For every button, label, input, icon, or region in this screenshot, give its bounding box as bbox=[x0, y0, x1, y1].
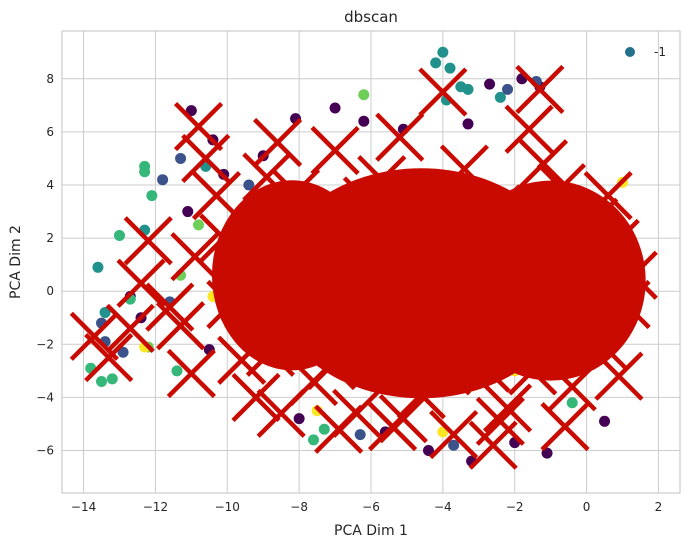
centroid-x-marker bbox=[375, 112, 425, 162]
legend: -1 bbox=[625, 45, 666, 59]
cluster-point bbox=[329, 102, 341, 114]
x-tick-label: −8 bbox=[290, 500, 308, 514]
cluster-point bbox=[293, 413, 305, 425]
legend-marker bbox=[625, 47, 635, 57]
x-tick-label: −12 bbox=[143, 500, 168, 514]
y-tick-label: −2 bbox=[36, 337, 54, 351]
cluster-point bbox=[422, 445, 434, 457]
x-tick-label: −2 bbox=[506, 500, 524, 514]
x-axis-label: PCA Dim 1 bbox=[334, 523, 408, 539]
cluster-point bbox=[318, 423, 330, 435]
centroid-x-marker bbox=[145, 282, 195, 332]
dense-marker-mass bbox=[455, 180, 646, 381]
x-tick-label: −6 bbox=[362, 500, 380, 514]
cluster-point bbox=[308, 434, 320, 446]
cluster-point bbox=[599, 415, 611, 427]
cluster-point bbox=[171, 365, 183, 377]
centroid-x-marker bbox=[116, 258, 166, 308]
y-axis-label: PCA Dim 2 bbox=[8, 225, 24, 299]
cluster-point bbox=[157, 174, 169, 186]
centroid-x-marker bbox=[181, 133, 231, 184]
chart-title: dbscan bbox=[344, 8, 398, 26]
cluster-point bbox=[185, 105, 197, 117]
centroid-x-marker bbox=[191, 171, 242, 221]
cluster-point bbox=[175, 152, 187, 164]
cluster-point bbox=[430, 57, 442, 69]
plot-frame bbox=[61, 30, 681, 494]
centroid-x-marker bbox=[170, 232, 220, 282]
x-tick-labels: −14 −12 −10 −8 −6 −4 −2 0 2 bbox=[71, 500, 662, 514]
y-tick-label: 8 bbox=[46, 72, 54, 86]
cluster-point bbox=[193, 219, 205, 231]
cluster-point bbox=[566, 397, 578, 409]
cluster-point bbox=[437, 46, 449, 58]
cluster-point bbox=[462, 118, 474, 130]
centroid-x-marker bbox=[418, 67, 468, 117]
centroid-x-marker bbox=[166, 348, 216, 399]
cluster-point bbox=[243, 179, 255, 191]
x-tick-label: −4 bbox=[434, 500, 452, 514]
centroid-x-marker bbox=[123, 216, 173, 266]
y-tick-labels: −6 −4 −2 0 2 4 6 8 bbox=[36, 72, 54, 458]
y-tick-label: 2 bbox=[46, 231, 54, 245]
cluster-point bbox=[502, 83, 514, 95]
centroid-x-marker bbox=[256, 388, 306, 438]
data-points bbox=[69, 46, 658, 470]
centroid-x-marker bbox=[515, 64, 565, 115]
dense-marker-mass bbox=[211, 180, 372, 371]
cluster-point bbox=[96, 375, 108, 387]
y-tick-label: −4 bbox=[36, 390, 54, 404]
centroid-x-marker bbox=[310, 125, 360, 176]
centroid-x-marker bbox=[482, 383, 533, 433]
cluster-point bbox=[92, 261, 104, 273]
cluster-point bbox=[448, 439, 460, 451]
x-tick-label: −10 bbox=[215, 500, 240, 514]
centroid-x-marker bbox=[252, 117, 303, 168]
centroid-x-marker bbox=[429, 409, 479, 460]
cluster-point bbox=[484, 78, 496, 90]
centroid-x-marker bbox=[504, 104, 554, 154]
centroid-x-marker bbox=[367, 402, 418, 452]
centroid-x-marker bbox=[105, 303, 155, 353]
cluster-point bbox=[182, 206, 194, 218]
x-tick-label: 2 bbox=[655, 500, 663, 514]
y-tick-label: 6 bbox=[46, 125, 54, 139]
x-tick-label: 0 bbox=[583, 500, 591, 514]
centroid-x-marker bbox=[84, 332, 134, 383]
cluster-point bbox=[146, 190, 158, 202]
centroid-x-marker bbox=[475, 396, 525, 446]
y-tick-label: 4 bbox=[46, 178, 54, 192]
cluster-point bbox=[117, 346, 129, 358]
y-tick-label: 0 bbox=[46, 284, 54, 298]
cluster-point bbox=[462, 83, 474, 95]
cluster-point bbox=[106, 373, 118, 385]
x-tick-label: −14 bbox=[71, 500, 96, 514]
cluster-point bbox=[354, 429, 366, 441]
cluster-point bbox=[358, 89, 370, 101]
legend-entry-label: -1 bbox=[654, 45, 666, 59]
cluster-point bbox=[113, 229, 125, 241]
centroid-x-marker bbox=[173, 101, 224, 152]
cluster-point bbox=[494, 91, 506, 103]
cluster-point bbox=[139, 166, 151, 178]
cluster-point bbox=[358, 115, 370, 127]
cluster-point bbox=[99, 306, 111, 318]
centroid-x-marker bbox=[540, 402, 590, 452]
cluster-point bbox=[444, 62, 456, 74]
centroid-x-marker bbox=[518, 139, 569, 189]
centroid-x-marker bbox=[314, 404, 364, 454]
centroid-x-marker bbox=[231, 372, 281, 423]
y-tick-label: −6 bbox=[36, 444, 54, 458]
